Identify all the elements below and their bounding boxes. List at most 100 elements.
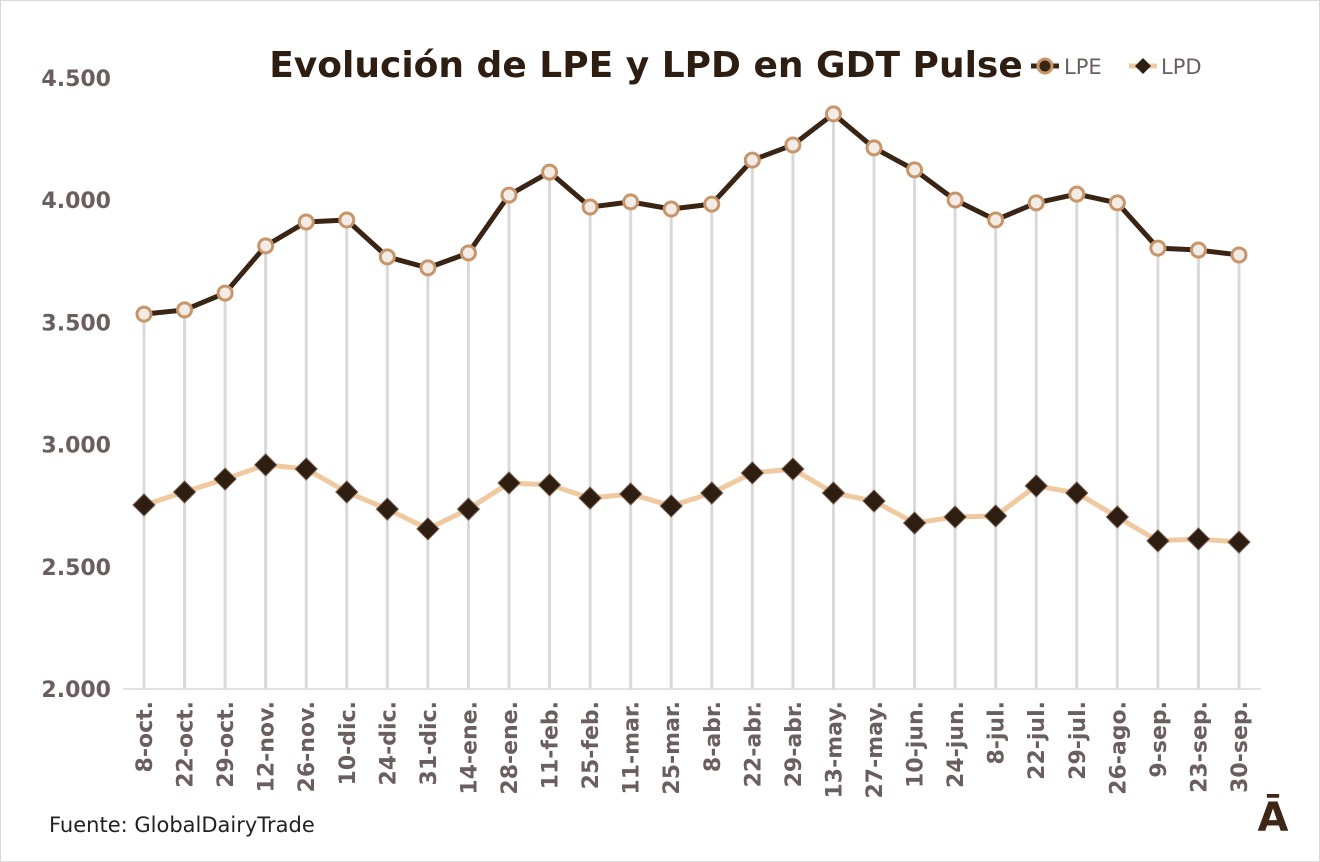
point-lpe [257, 237, 275, 255]
point-lpd [700, 481, 724, 505]
point-lpd [781, 457, 805, 481]
point-lpd [943, 505, 967, 529]
y-tick-label: 4.500 [41, 67, 111, 92]
legend-lpd-label: LPD [1161, 55, 1202, 79]
legend: LPE LPD [1031, 55, 1202, 79]
x-tick-label: 13-may. [822, 701, 847, 799]
x-tick-label: 29-jul. [1066, 701, 1091, 780]
point-lpd [1186, 527, 1211, 551]
point-lpd [537, 473, 562, 497]
point-lpd [1065, 481, 1089, 505]
x-tick-label: 25-mar. [660, 701, 685, 795]
x-tick-label: 22-abr. [741, 701, 766, 787]
point-lpe [622, 193, 640, 211]
point-lpe [1230, 246, 1248, 264]
point-lpe [743, 151, 761, 169]
x-tick-label: 26-ago. [1106, 701, 1131, 795]
point-lpe [135, 305, 153, 323]
point-lpd [902, 511, 927, 535]
x-tick-label: 12-nov. [255, 701, 280, 792]
point-lpd [132, 493, 156, 517]
legend-lpd-marker [1135, 58, 1151, 74]
point-lpd [659, 494, 683, 518]
point-lpd [1105, 505, 1130, 529]
point-lpd [213, 467, 237, 491]
point-lpd [294, 457, 318, 481]
y-tick-label: 2.500 [41, 556, 111, 581]
point-lpe [541, 163, 559, 181]
point-lpe [784, 136, 802, 154]
point-lpe [338, 211, 356, 229]
point-lpd [497, 471, 521, 495]
x-axis: 8-oct. 22-oct. 29-oct. 12-nov. 26-nov. 10-dic… [133, 701, 1253, 799]
chart-title: Evolución de LPE y LPD en GDT Pulse [269, 45, 1023, 86]
x-tick-label: 24-jun. [944, 701, 969, 788]
x-tick-label: 10-dic. [336, 701, 361, 785]
point-lpd [983, 504, 1008, 528]
x-tick-label: 28-ene. [498, 701, 523, 795]
x-tick-label: 29-oct. [214, 701, 239, 788]
point-lpe [1108, 194, 1126, 212]
point-lpe [1068, 185, 1086, 203]
series-line-lpd [143, 462, 1240, 545]
point-lpd [1146, 529, 1170, 553]
point-lpe [1027, 194, 1045, 212]
x-tick-label: 26-nov. [295, 701, 320, 792]
point-lpe [500, 186, 518, 204]
series-line-lpe [143, 111, 1240, 317]
x-tick-label: 27-may. [863, 701, 888, 799]
x-tick-label: 22-jul. [1025, 701, 1050, 780]
x-tick-label: 25-feb. [579, 701, 604, 789]
point-lpd [578, 486, 602, 510]
point-lpe [703, 195, 721, 213]
point-lpe [987, 211, 1005, 229]
brand-logo: Ā [1258, 793, 1289, 841]
x-tick-label: 9-sep. [1147, 701, 1172, 778]
point-lpe [297, 213, 315, 231]
point-lpd [862, 489, 886, 513]
x-tick-label: 29-abr. [782, 701, 807, 787]
point-lpd [172, 480, 197, 504]
source-note: Fuente: GlobalDairyTrade [49, 813, 315, 837]
drop-lines [142, 113, 1241, 689]
y-tick-label: 3.000 [41, 434, 111, 459]
point-lpe [865, 139, 883, 157]
x-tick-label: 8-jul. [985, 701, 1010, 765]
x-tick-label: 8-abr. [701, 701, 726, 772]
y-axis: 2.000 2.500 3.000 3.500 4.000 4.500 [41, 67, 1261, 703]
point-lpd [335, 480, 359, 504]
point-lpe [1189, 241, 1207, 259]
point-lpd [456, 497, 481, 521]
point-lpe [176, 301, 194, 319]
x-tick-label: 22-oct. [174, 701, 199, 788]
x-tick-label: 14-ene. [457, 701, 482, 795]
y-tick-label: 4.000 [41, 189, 111, 214]
point-lpe [581, 198, 599, 216]
point-lpe [1149, 239, 1167, 257]
x-tick-label: 30-sep. [1228, 701, 1253, 793]
x-tick-label: 10-jun. [904, 701, 929, 788]
y-tick-label: 2.000 [41, 678, 111, 703]
x-tick-label: 31-dic. [417, 701, 442, 785]
point-lpe [906, 161, 924, 179]
legend-lpe-label: LPE [1064, 55, 1102, 79]
point-lpe [946, 191, 964, 209]
legend-lpe-marker [1036, 57, 1054, 75]
y-tick-label: 3.500 [41, 311, 111, 336]
x-tick-label: 23-sep. [1187, 701, 1212, 793]
x-tick-label: 8-oct. [133, 701, 158, 772]
point-lpe [419, 259, 437, 277]
point-lpe [378, 248, 396, 266]
point-lpd [821, 481, 846, 505]
point-lpd [740, 461, 765, 485]
point-lpe [216, 284, 234, 302]
point-lpe [662, 200, 680, 218]
point-lpd [1227, 530, 1251, 554]
x-tick-label: 11-mar. [620, 701, 645, 795]
point-lpd [416, 517, 440, 541]
x-tick-label: 24-dic. [376, 701, 401, 785]
point-lpe [824, 105, 842, 123]
point-lpd [1024, 474, 1048, 498]
